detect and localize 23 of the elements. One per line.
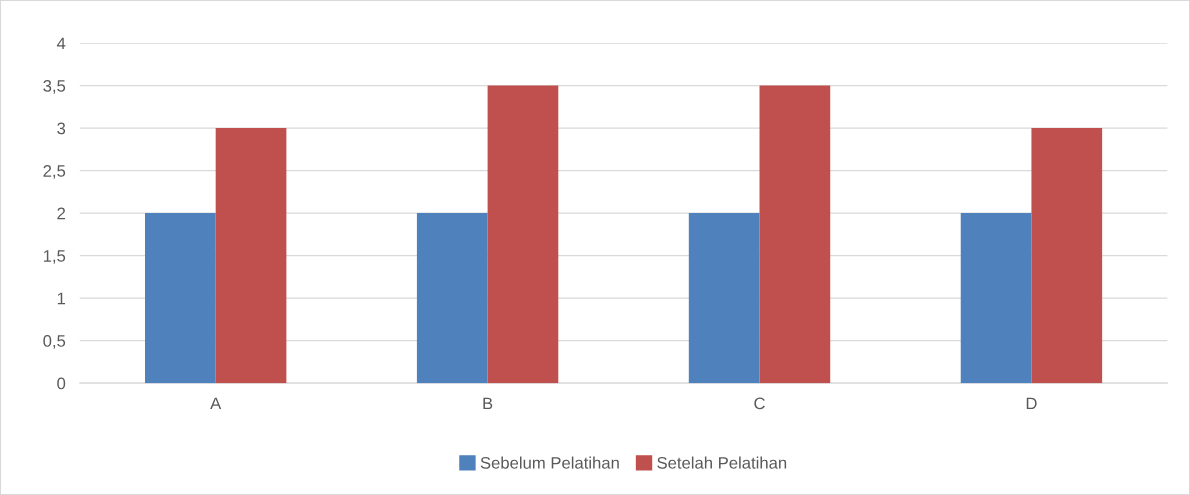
legend-label: Sebelum Pelatihan <box>480 456 619 469</box>
bar <box>215 128 287 384</box>
y-tick-label: 1 <box>57 292 66 305</box>
bar <box>487 85 559 384</box>
y-tick-label: 2 <box>57 207 66 220</box>
y-tick-label: 0 <box>57 377 66 390</box>
y-tick-label: 1,5 <box>43 250 66 264</box>
x-tick-label: C <box>754 397 765 410</box>
x-tick-label: D <box>1026 397 1037 410</box>
y-tick-label: 3 <box>57 122 66 135</box>
x-tick-label: A <box>210 397 222 410</box>
bar <box>1031 128 1103 384</box>
y-tick-label: 2,5 <box>43 164 66 179</box>
bar <box>960 213 1032 384</box>
bar <box>759 85 831 384</box>
y-tick-label: 4 <box>56 37 66 50</box>
y-tick-label: 3,5 <box>43 79 66 94</box>
y-tick-label: 0,5 <box>43 335 66 349</box>
bar <box>688 213 760 384</box>
bar <box>144 213 216 384</box>
bar <box>416 213 488 384</box>
legend-label: Setelah Pelatihan <box>657 456 787 469</box>
x-tick-label: B <box>483 397 493 410</box>
